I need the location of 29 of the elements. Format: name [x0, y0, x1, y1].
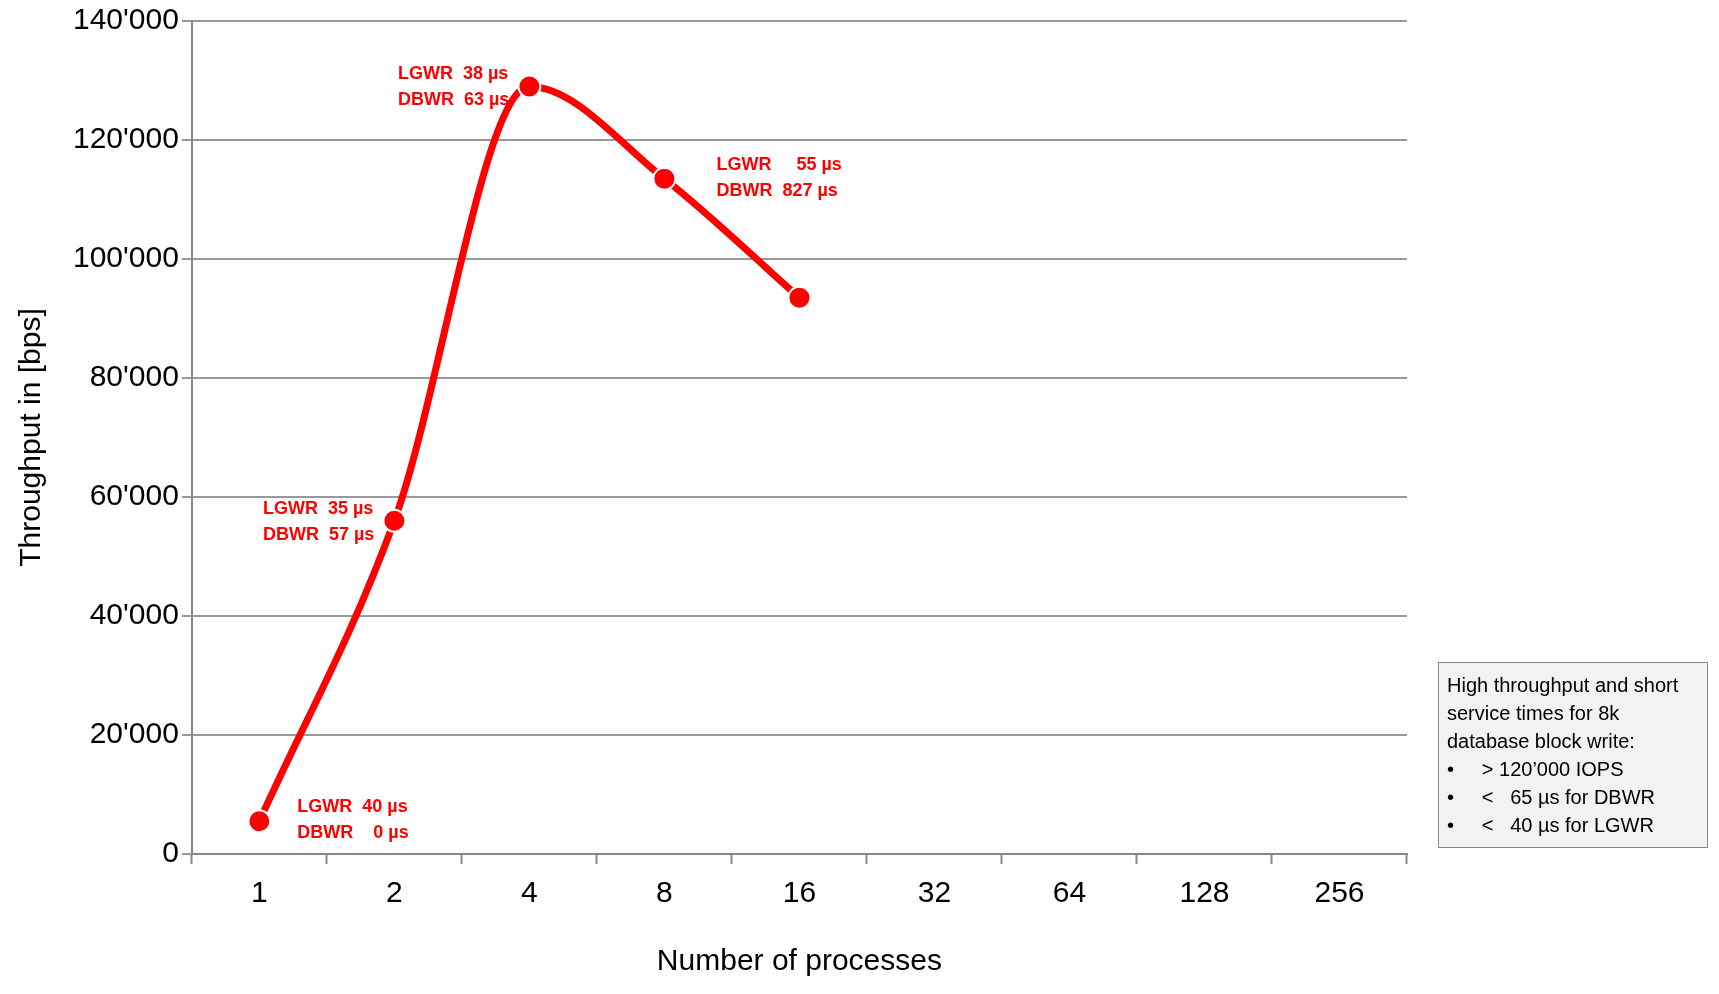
- point: [652, 166, 677, 191]
- point: [247, 809, 272, 834]
- annotation: LGWR 35 µs DBWR 57 µs: [262, 497, 375, 544]
- x-tick-label: 8: [656, 875, 673, 909]
- text: High throughput and short service times for 8k database block write: • > 120’000 IOPS • < 65 µs for DBWR • < 40 µs for LGWR: [1438, 662, 1708, 848]
- y-tick-label: 40'000: [89, 597, 179, 631]
- x-tick-label: 64: [1052, 875, 1087, 909]
- x-tick-label: 32: [917, 875, 952, 909]
- y-tick-label: 140'000: [72, 2, 179, 36]
- x-tick-label: 4: [521, 875, 538, 909]
- x-tick-label: 128: [1179, 875, 1230, 909]
- annotation: LGWR 40 µs DBWR 0 µs: [297, 796, 409, 843]
- annotation: LGWR 38 µs DBWR 63 µs: [397, 63, 510, 110]
- annotation: LGWR 55 µs DBWR 827 µs: [716, 153, 842, 200]
- point: [382, 508, 407, 533]
- y-tick-label: 120'000: [72, 121, 179, 155]
- x-tick-label: 2: [386, 875, 403, 909]
- y-tick-label: 80'000: [89, 359, 179, 393]
- y-tick-label: 60'000: [89, 478, 179, 512]
- x-tick-label: 1: [251, 875, 268, 909]
- y-tick-label: 20'000: [89, 716, 179, 750]
- x-axis-title: Number of processes: [656, 943, 942, 977]
- y-tick-label: 0: [162, 835, 179, 869]
- y-axis-title: Throughput in [bps]: [13, 308, 47, 567]
- y-tick-label: 100'000: [72, 240, 179, 274]
- point: [517, 74, 542, 99]
- x-tick-label: 256: [1314, 875, 1365, 909]
- x-tick-label: 16: [782, 875, 817, 909]
- point: [787, 285, 812, 310]
